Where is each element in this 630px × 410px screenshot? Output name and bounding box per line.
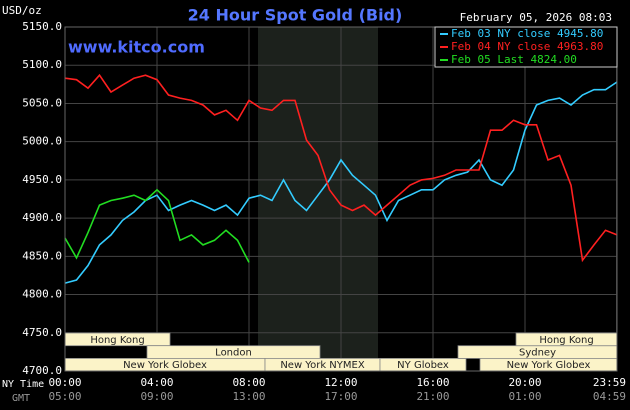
series-line: [64, 81, 618, 284]
session-label: NY Globex: [397, 360, 449, 371]
session-label: Hong Kong: [90, 335, 144, 346]
session-label: New York Globex: [507, 360, 591, 371]
legend-label: Feb 03 NY close 4945.80: [451, 27, 603, 40]
series-line: [64, 73, 618, 263]
x-tick-label: 08:00: [232, 376, 265, 389]
x2-tick-label: 04:59: [593, 390, 626, 403]
y-tick-label: 4750.0: [22, 326, 62, 339]
x2-tick-label: 13:00: [232, 390, 265, 403]
session-label: Sydney: [519, 348, 556, 359]
plot-frame: [64, 26, 618, 372]
x-axis-label: NY Time: [2, 379, 44, 390]
x2-tick-label: 09:00: [140, 390, 173, 403]
legend-label: Feb 04 NY close 4963.80: [451, 40, 603, 53]
chart-title: 24 Hour Spot Gold (Bid): [188, 6, 403, 25]
lines: [64, 73, 618, 284]
y-tick-label: 4700.0: [22, 364, 62, 377]
y-tick-label: 4800.0: [22, 288, 62, 301]
x2-tick-label: 05:00: [48, 390, 81, 403]
y-tick-label: 5050.0: [22, 96, 62, 109]
sessions: Hong Kong London New York Globex New York N…: [64, 332, 618, 372]
x-tick-label: 00:00: [48, 376, 81, 389]
nymex-hours-shade: [258, 27, 378, 371]
unit-label: USD/oz: [2, 4, 42, 17]
x-tick-label: 23:59: [593, 376, 626, 389]
y-tick-label: 4900.0: [22, 211, 62, 224]
legend-box: [434, 26, 618, 68]
y-tick-label: 5150.0: [22, 20, 62, 33]
x-tick-label: 04:00: [140, 376, 173, 389]
x2-tick-label: 17:00: [324, 390, 357, 403]
y-tick-label: 4950.0: [22, 173, 62, 186]
y-tick-label: 5100.0: [22, 58, 62, 71]
timestamp: February 05, 2026 08:03: [460, 11, 612, 24]
legend-label: Feb 05 Last 4824.00: [451, 53, 577, 66]
session-label: Hong Kong: [539, 335, 593, 346]
x2-tick-label: 01:00: [508, 390, 541, 403]
session-label: New York Globex: [123, 360, 207, 371]
y-tick-label: 5000.0: [22, 135, 62, 148]
session-label: London: [215, 348, 252, 359]
x-tick-label: 16:00: [416, 376, 449, 389]
x-tick-label: 12:00: [324, 376, 357, 389]
session-label: New York NYMEX: [280, 360, 365, 371]
x2-axis-label: GMT: [12, 393, 30, 404]
series-line: [64, 188, 250, 263]
x-tick-label: 20:00: [508, 376, 541, 389]
x2-tick-label: 21:00: [416, 390, 449, 403]
y-tick-label: 4850.0: [22, 249, 62, 262]
watermark: www.kitco.com: [68, 38, 205, 57]
